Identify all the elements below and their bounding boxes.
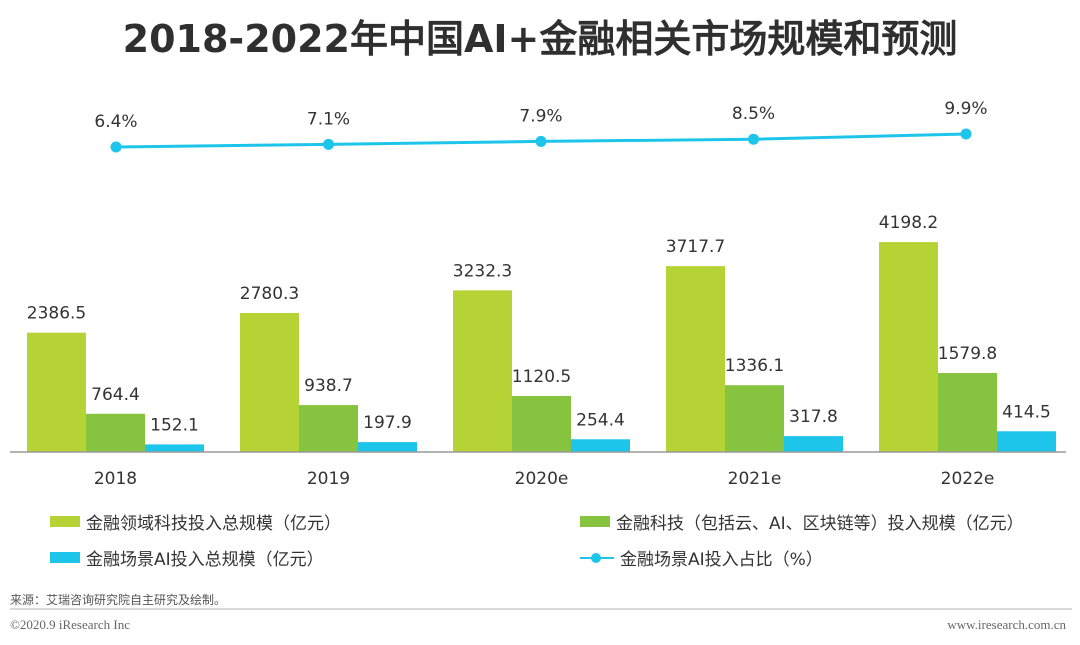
data-label-s3-2021e: 317.8 bbox=[789, 407, 838, 427]
legend-label-series-2: 金融科技（包括云、AI、区块链等）投入规模（亿元） bbox=[616, 514, 1024, 534]
data-label-s3-2018: 152.1 bbox=[150, 415, 199, 435]
data-label-s1-2019: 2780.3 bbox=[240, 284, 299, 304]
legend-item-series-4: 金融场景AI投入占比（%） bbox=[580, 545, 823, 570]
data-label-s2-2022e: 1579.8 bbox=[938, 344, 997, 364]
data-label-s2-2019: 938.7 bbox=[304, 376, 353, 396]
legend-swatch-series-2 bbox=[580, 516, 610, 527]
x-tick-2019: 2019 bbox=[307, 469, 350, 489]
bar-s3-2022e bbox=[997, 431, 1056, 452]
bar-s1-2021e bbox=[666, 266, 725, 452]
bar-s1-2022e bbox=[879, 242, 938, 452]
legend-item-series-3: 金融场景AI投入总规模（亿元） bbox=[50, 545, 324, 570]
bar-s2-2019 bbox=[299, 405, 358, 452]
data-label-s1-2021e: 3717.7 bbox=[666, 237, 725, 257]
x-tick-2021e: 2021e bbox=[728, 469, 782, 489]
line-point-2019 bbox=[323, 138, 334, 150]
data-label-s3-2020e: 254.4 bbox=[576, 410, 625, 430]
data-label-s1-2022e: 4198.2 bbox=[879, 213, 938, 233]
data-label-s2-2020e: 1120.5 bbox=[512, 367, 571, 387]
legend-swatch-series-4 bbox=[580, 551, 614, 565]
data-label-s3-2019: 197.9 bbox=[363, 413, 412, 433]
data-label-s2-2021e: 1336.1 bbox=[725, 356, 784, 376]
bar-s2-2018 bbox=[86, 413, 145, 452]
line-point-2018 bbox=[110, 141, 122, 153]
bar-s2-2022e bbox=[938, 373, 997, 452]
data-label-s3-2022e: 414.5 bbox=[1002, 402, 1051, 422]
legend-item-series-2: 金融科技（包括云、AI、区块链等）投入规模（亿元） bbox=[580, 509, 1024, 534]
x-tick-2018: 2018 bbox=[94, 469, 137, 489]
legend-swatch-series-3 bbox=[50, 552, 80, 563]
bar-s3-2018 bbox=[145, 444, 204, 452]
legend-label-series-4: 金融场景AI投入占比（%） bbox=[620, 550, 823, 570]
bar-s2-2021e bbox=[725, 385, 784, 452]
footer-divider bbox=[10, 608, 1072, 610]
data-label-s1-2020e: 3232.3 bbox=[453, 261, 512, 281]
bar-s3-2020e bbox=[571, 439, 630, 452]
line-label-2020e: 7.9% bbox=[519, 106, 562, 126]
bar-s3-2021e bbox=[784, 436, 843, 452]
bar-s3-2019 bbox=[358, 442, 417, 452]
line-label-2022e: 9.9% bbox=[944, 99, 987, 119]
legend-label-series-1: 金融领域科技投入总规模（亿元） bbox=[86, 514, 341, 534]
bar-s1-2018 bbox=[27, 332, 86, 452]
line-label-2019: 7.1% bbox=[307, 109, 350, 129]
chart-title: 2018-2022年中国AI+金融相关市场规模和预测 bbox=[122, 17, 958, 61]
copyright-text: ©2020.9 iResearch Inc bbox=[10, 617, 130, 632]
line-point-2020e bbox=[535, 135, 547, 147]
website-text: www.iresearch.com.cn bbox=[947, 617, 1066, 632]
x-tick-2020e: 2020e bbox=[515, 469, 569, 489]
line-point-2021e bbox=[748, 133, 759, 145]
legend-label-series-3: 金融场景AI投入总规模（亿元） bbox=[86, 550, 324, 570]
source-note: 来源：艾瑞咨询研究院自主研究及绘制。 bbox=[10, 593, 227, 607]
bar-s1-2020e bbox=[453, 290, 512, 452]
line-label-2018: 6.4% bbox=[94, 112, 137, 132]
legend-item-series-1: 金融领域科技投入总规模（亿元） bbox=[50, 509, 341, 534]
data-label-s1-2018: 2386.5 bbox=[27, 304, 86, 324]
line-point-2022e bbox=[960, 128, 972, 140]
data-label-s2-2018: 764.4 bbox=[91, 385, 140, 405]
bar-s2-2020e bbox=[512, 395, 571, 452]
x-tick-2022e: 2022e bbox=[941, 469, 995, 489]
legend-swatch-series-1 bbox=[50, 516, 80, 527]
line-label-2021e: 8.5% bbox=[732, 104, 775, 124]
bar-s1-2019 bbox=[240, 312, 299, 452]
